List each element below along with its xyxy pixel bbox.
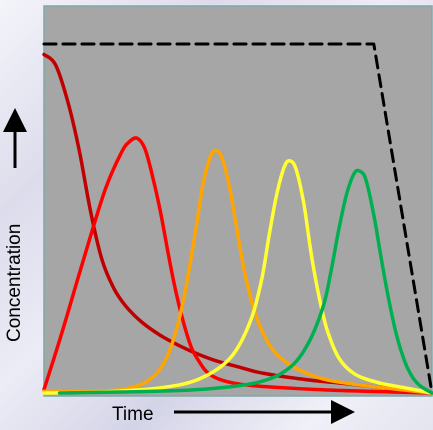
yellow-curve [42, 158, 433, 395]
series-group [42, 42, 433, 395]
orange-curve [42, 148, 433, 395]
green-curve [57, 168, 433, 395]
total-dashed-line [42, 42, 433, 395]
x-axis-label: Time [112, 404, 154, 425]
y-axis-label: Concentration [4, 224, 25, 342]
red-curve [42, 136, 433, 395]
plot-area [43, 5, 433, 397]
